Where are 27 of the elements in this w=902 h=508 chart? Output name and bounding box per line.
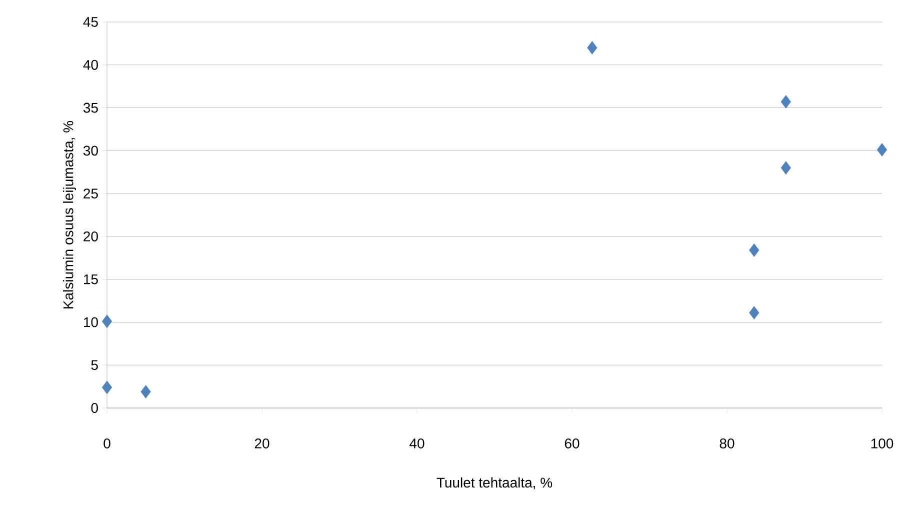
point — [749, 306, 760, 320]
x-tick-label: 80 — [720, 438, 734, 448]
y-axis-title: Kalsiumin osuus leijumasta, % — [62, 120, 76, 308]
x-tick-label: 60 — [564, 438, 580, 448]
point — [749, 243, 760, 257]
x-tick-label: 20 — [254, 438, 270, 448]
y-tick-label: 40 — [83, 60, 98, 70]
point — [102, 380, 112, 394]
point — [780, 95, 791, 108]
y-tick-label: 35 — [83, 102, 98, 113]
x-axis-title: Tuulet tehtaalta, % — [436, 477, 552, 490]
point — [102, 314, 112, 328]
x-tick-label: 0 — [104, 438, 110, 448]
y-tick-label: 45 — [83, 17, 98, 27]
y-tick-label: 25 — [84, 188, 98, 199]
x-tick-label: 100 — [871, 438, 894, 448]
y-tick-label: 30 — [83, 146, 98, 156]
y-tick-label: 5 — [91, 360, 98, 370]
y-tick-label: 0 — [91, 403, 98, 413]
point — [140, 384, 151, 398]
point — [780, 161, 791, 175]
point — [587, 41, 598, 54]
y-tick-label: 20 — [84, 231, 98, 242]
point — [876, 143, 888, 156]
y-tick-label: 15 — [84, 274, 98, 284]
y-tick-label: 10 — [84, 317, 98, 328]
x-tick-label: 40 — [410, 438, 424, 448]
